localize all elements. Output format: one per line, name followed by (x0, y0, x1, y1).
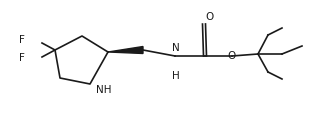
Text: O: O (228, 51, 236, 61)
Text: H: H (172, 71, 180, 81)
Text: N: N (172, 43, 180, 53)
Text: F: F (19, 53, 25, 63)
Text: O: O (206, 12, 214, 22)
Text: NH: NH (96, 85, 112, 95)
Text: F: F (19, 35, 25, 45)
Polygon shape (108, 46, 143, 53)
